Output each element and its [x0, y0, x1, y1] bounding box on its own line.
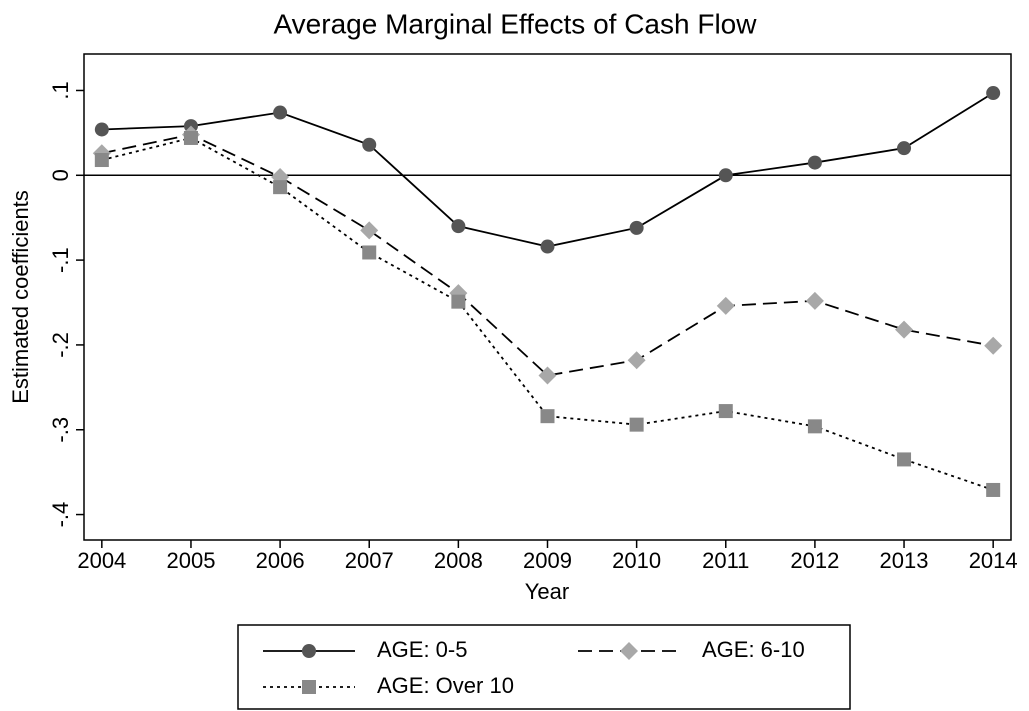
marker [897, 452, 912, 467]
legend-marker [620, 642, 638, 660]
marker [94, 122, 109, 137]
marker [629, 417, 644, 432]
x-tick-label: 2008 [434, 548, 483, 573]
plot-frame [83, 53, 1012, 541]
marker [718, 168, 733, 183]
marker [538, 366, 557, 385]
x-tick-label: 2011 [702, 548, 749, 573]
marker [629, 220, 644, 235]
marker [716, 296, 735, 315]
y-tick-label: 0 [48, 169, 73, 181]
x-tick-label: 2005 [166, 548, 215, 573]
x-tick-label: 2013 [880, 548, 929, 573]
y-axis-label: Estimated coefficients [8, 190, 33, 404]
marker [984, 336, 1003, 355]
marker [360, 221, 379, 240]
x-tick-label: 2007 [345, 548, 394, 573]
legend-marker [302, 644, 316, 658]
legend-box [237, 624, 851, 710]
x-tick-label: 2009 [523, 548, 572, 573]
legend-label: AGE: Over 10 [377, 673, 514, 698]
marker [362, 245, 377, 260]
marker [986, 482, 1001, 497]
x-tick-label: 2004 [77, 548, 126, 573]
x-tick-label: 2006 [256, 548, 305, 573]
marker [895, 320, 914, 339]
y-tick-label: -.3 [48, 417, 73, 443]
y-tick-label: -.1 [48, 247, 73, 273]
marker [451, 294, 466, 309]
marker [718, 404, 733, 419]
x-tick-label: 2010 [612, 548, 661, 573]
marker [986, 86, 1001, 101]
marker [540, 409, 555, 424]
y-tick-label: -.2 [48, 332, 73, 358]
x-tick-label: 2012 [790, 548, 839, 573]
marker [897, 141, 912, 156]
x-axis-label: Year [525, 579, 569, 604]
legend-marker [302, 680, 316, 694]
marker [94, 153, 109, 168]
marker [807, 419, 822, 434]
y-tick-label: -.4 [48, 502, 73, 528]
marker [540, 239, 555, 254]
marker [451, 219, 466, 234]
legend-label: AGE: 0-5 [377, 637, 467, 662]
marker [362, 137, 377, 152]
marker [805, 291, 824, 310]
chart-title: Average Marginal Effects of Cash Flow [274, 8, 758, 39]
marker [627, 351, 646, 370]
marker [273, 105, 288, 120]
marker [183, 130, 198, 145]
y-tick-label: .1 [48, 81, 73, 99]
series-line [101, 137, 994, 491]
marker [807, 155, 822, 170]
series-line [101, 133, 994, 377]
legend-label: AGE: 6-10 [702, 637, 805, 662]
series-line [101, 92, 994, 248]
marker [273, 180, 288, 195]
x-tick-label: 2014 [969, 548, 1018, 573]
